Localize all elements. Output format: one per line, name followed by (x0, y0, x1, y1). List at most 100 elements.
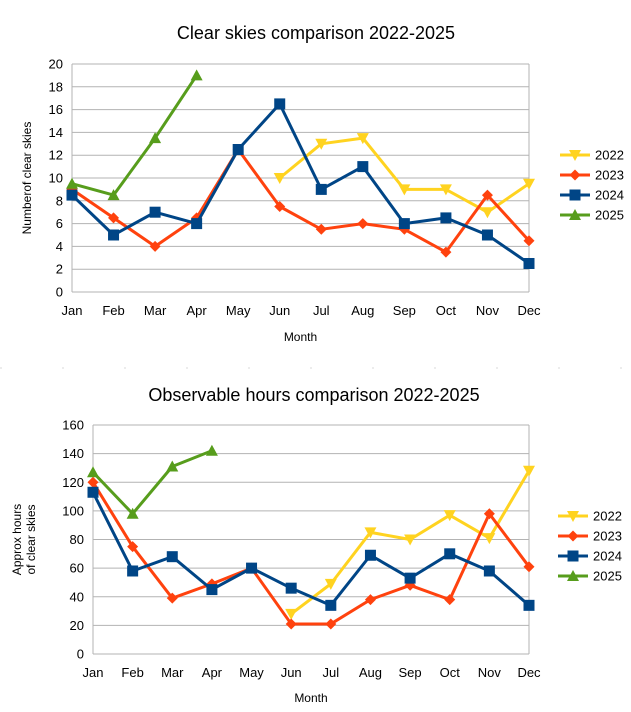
y-axis-label: Approx hours (10, 504, 24, 575)
x-tick-label: Dec (517, 665, 541, 680)
data-point-2024 (66, 189, 78, 201)
legend-label: 2025 (595, 208, 624, 223)
y-tick-label: 100 (62, 503, 84, 518)
y-tick-label: 10 (49, 171, 63, 186)
data-point-2023 (285, 618, 297, 630)
data-point-2025 (166, 460, 179, 472)
data-point-2025 (205, 444, 218, 456)
data-point-2025 (149, 132, 162, 144)
legend-marker (569, 209, 581, 220)
data-point-2024 (440, 212, 452, 224)
chart-title: Observable hours comparison 2022-2025 (148, 385, 479, 405)
data-point-2023 (357, 218, 369, 230)
legend-label: 2022 (593, 509, 622, 524)
y-tick-label: 8 (56, 193, 63, 208)
data-point-2024 (404, 572, 416, 584)
data-point-2022 (356, 133, 369, 145)
y-axis-label: Numberof clear skies (20, 122, 34, 235)
y-tick-label: 12 (49, 148, 63, 163)
y-tick-label: 80 (70, 532, 84, 547)
x-axis-label: Month (294, 691, 327, 705)
x-tick-label: Nov (478, 665, 502, 680)
data-point-2024 (166, 551, 178, 563)
data-point-2024 (481, 229, 493, 241)
legend-marker (567, 570, 579, 581)
y-tick-label: 160 (62, 418, 84, 433)
legend-marker (569, 150, 581, 161)
data-point-2023 (315, 223, 327, 235)
series-line-2023 (91, 481, 531, 626)
x-tick-label: Jul (313, 303, 330, 318)
x-tick-label: Sep (399, 665, 422, 680)
data-point-2024 (149, 206, 161, 218)
data-point-2024 (357, 161, 369, 173)
chart-title: Clear skies comparison 2022-2025 (177, 23, 455, 43)
data-point-2024 (232, 144, 244, 155)
x-tick-label: Dec (517, 303, 541, 318)
x-tick-label: Oct (440, 665, 461, 680)
data-point-2024 (274, 98, 286, 110)
data-point-2023 (444, 594, 456, 606)
data-point-2023 (166, 592, 178, 604)
legend-label: 2024 (593, 549, 622, 564)
x-tick-label: Feb (102, 303, 124, 318)
data-point-2023 (325, 618, 337, 630)
data-point-2023 (364, 594, 376, 606)
series-2025 (66, 69, 203, 201)
observable-hours-chart: Observable hours comparison 2022-2025 0 20… (10, 385, 622, 705)
y-tick-label: 6 (56, 216, 63, 231)
legend-label: 2023 (593, 529, 622, 544)
y-tick-label: 2 (56, 262, 63, 277)
series-2025 (87, 444, 218, 519)
series-line-2025 (71, 74, 198, 197)
legend-item-2024: 2024 (560, 188, 624, 203)
data-point-2023 (87, 476, 99, 488)
x-tick-label: Jun (269, 303, 290, 318)
data-point-2023 (481, 189, 493, 201)
x-tick-label: May (239, 665, 264, 680)
data-point-2024 (483, 565, 495, 577)
y-tick-label: 20 (70, 618, 84, 633)
legend-marker (567, 530, 579, 542)
data-point-2023 (483, 508, 495, 520)
x-tick-label: Oct (436, 303, 457, 318)
legend-label: 2022 (595, 148, 624, 163)
data-point-2024 (325, 599, 337, 611)
clear-skies-chart: Clear skies comparison 2022-2025 0 2 4 6 8 10 1… (20, 23, 624, 344)
legend-item-2024: 2024 (558, 549, 622, 564)
data-point-2023 (523, 561, 535, 573)
data-point-2025 (87, 466, 99, 478)
data-point-2025 (126, 507, 139, 519)
x-tick-label: Aug (351, 303, 374, 318)
data-point-2022 (273, 173, 286, 184)
data-point-2025 (190, 69, 203, 81)
data-point-2024 (364, 549, 376, 561)
series-line-2023 (71, 148, 531, 254)
data-point-2022 (523, 465, 535, 477)
x-tick-label: Feb (121, 665, 143, 680)
y-tick-label: 60 (70, 561, 84, 576)
legend-marker (569, 169, 581, 181)
data-point-2024 (191, 218, 203, 230)
series-2023 (87, 476, 535, 630)
data-point-2022 (443, 510, 456, 522)
x-tick-label: Aug (359, 665, 382, 680)
x-tick-label: May (226, 303, 251, 318)
legend-item-2022: 2022 (560, 148, 624, 163)
data-point-2023 (108, 212, 120, 224)
y-tick-label: 20 (49, 57, 63, 72)
data-point-2022 (285, 608, 298, 620)
y-tick-label: 0 (77, 647, 84, 662)
data-point-2024 (108, 229, 120, 241)
data-point-2022 (315, 138, 328, 150)
legend-marker (567, 511, 579, 522)
series-2024 (66, 98, 535, 269)
x-tick-label: Jul (323, 665, 340, 680)
data-point-2024 (444, 548, 456, 560)
data-point-2022 (398, 184, 411, 196)
series-2022 (285, 465, 535, 620)
y-tick-label: 14 (49, 125, 63, 140)
x-tick-label: Sep (393, 303, 416, 318)
legend-label: 2023 (595, 168, 624, 183)
